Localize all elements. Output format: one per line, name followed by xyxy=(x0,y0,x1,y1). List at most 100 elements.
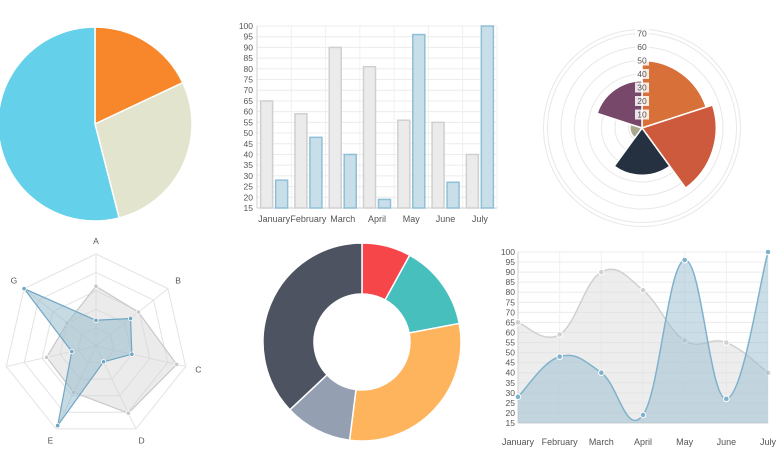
area-fill xyxy=(518,252,768,423)
r-tick-backdrop xyxy=(635,69,649,79)
bar xyxy=(377,198,392,209)
y-tick-label: 85 xyxy=(506,277,516,287)
bar xyxy=(412,33,426,209)
r-tick-backdrop xyxy=(635,96,649,106)
x-category-label: July xyxy=(760,437,777,447)
bar xyxy=(274,179,289,209)
r-tick-backdrop xyxy=(635,28,649,39)
radar-point xyxy=(55,422,61,429)
r-tick-label: 30 xyxy=(637,83,647,93)
pie-chart-panel xyxy=(0,20,200,230)
x-category-label: January xyxy=(258,214,291,224)
y-tick-label: 55 xyxy=(506,338,516,348)
area-point xyxy=(556,353,563,360)
r-tick-backdrop xyxy=(635,109,649,120)
r-tick: 50 xyxy=(635,55,649,66)
radar-point xyxy=(174,361,180,368)
y-tick-label: 85 xyxy=(244,53,254,63)
bar xyxy=(446,181,460,209)
pie-slice xyxy=(0,26,121,222)
radar-point xyxy=(93,317,99,323)
area-point xyxy=(723,339,730,346)
area-point xyxy=(556,331,563,338)
r-tick: 70 xyxy=(635,28,649,39)
y-tick-label: 75 xyxy=(506,297,516,307)
x-category-label: June xyxy=(717,437,737,447)
y-tick-label: 65 xyxy=(506,317,516,327)
radar-point xyxy=(125,410,131,416)
radar-axis-label: G xyxy=(11,276,18,286)
r-tick-backdrop xyxy=(635,55,649,66)
r-tick-label: 10 xyxy=(637,110,647,120)
y-tick-label: 60 xyxy=(244,107,254,117)
radar-axis-label: A xyxy=(93,238,99,246)
r-tick: 30 xyxy=(635,82,649,93)
y-tick-label: 95 xyxy=(244,32,254,42)
y-tick-label: 60 xyxy=(506,327,516,337)
radar-point xyxy=(129,351,135,357)
area-point xyxy=(514,319,522,326)
bar xyxy=(397,119,411,209)
r-tick-backdrop xyxy=(635,42,649,52)
y-tick-label: 40 xyxy=(506,368,516,378)
area-point xyxy=(514,393,522,401)
y-tick-label: 45 xyxy=(244,139,254,149)
radar-axis-label: D xyxy=(138,436,144,446)
bar-chart-panel: 15 20 25 30 35 40 45 50 55 60 65 70 75 80 85 90 95 100 Jan… xyxy=(225,15,505,230)
area-chart-panel: 15 20 25 30 35 40 45 50 55 60 65 70 75 80 85 90 95 100 Jan… xyxy=(490,240,780,455)
x-category-label: June xyxy=(436,214,456,224)
polar-area-chart: 10 20 30 40 50 60 70 xyxy=(543,28,741,227)
bar xyxy=(343,153,357,209)
r-tick: 10 xyxy=(635,109,649,120)
x-category-label: April xyxy=(368,214,386,224)
doughnut-segment xyxy=(348,322,462,442)
x-category-label: April xyxy=(634,437,652,447)
x-category-label: March xyxy=(589,437,614,447)
y-tick-label: 50 xyxy=(506,348,516,358)
pie-chart xyxy=(0,26,193,222)
radar-point xyxy=(44,354,50,360)
y-tick-label: 30 xyxy=(506,388,516,398)
x-category-label: February xyxy=(290,214,327,224)
y-tick-label: 65 xyxy=(244,96,254,106)
y-tick-label: 35 xyxy=(506,378,516,388)
polar-segment xyxy=(596,79,643,130)
bar xyxy=(465,153,480,209)
bar xyxy=(259,100,274,209)
y-tick-label: 70 xyxy=(506,307,516,317)
r-tick: 40 xyxy=(635,69,649,79)
doughnut-segment xyxy=(262,242,363,411)
r-tick: 60 xyxy=(635,42,649,52)
y-tick-label: 45 xyxy=(506,358,516,368)
y-tick-label: 80 xyxy=(244,64,254,74)
radar-axis-label: B xyxy=(175,276,181,286)
y-tick-label: 70 xyxy=(244,85,254,95)
x-category-label: May xyxy=(403,214,421,224)
y-tick-label: 90 xyxy=(244,42,254,52)
area-point xyxy=(639,286,647,294)
pie-slice xyxy=(94,81,193,219)
y-tick-label: 80 xyxy=(506,287,516,297)
pie-slice xyxy=(94,26,184,126)
y-tick-label: 95 xyxy=(506,257,516,267)
bar xyxy=(328,46,342,209)
r-tick: 20 xyxy=(635,96,649,106)
bar xyxy=(294,113,308,209)
x-category-label: July xyxy=(472,214,489,224)
r-tick-label: 60 xyxy=(637,42,647,52)
x-category-label: March xyxy=(330,214,355,224)
y-tick-label: 40 xyxy=(244,149,254,159)
r-tick-label: 20 xyxy=(637,96,647,106)
bar xyxy=(309,136,323,209)
r-tick-label: 40 xyxy=(637,69,647,79)
y-tick-label: 75 xyxy=(244,75,254,85)
radar-point xyxy=(21,286,27,292)
polar-segment xyxy=(640,104,717,190)
polar-segment xyxy=(613,126,671,176)
bar xyxy=(431,121,445,209)
radar-grid xyxy=(5,253,187,430)
y-tick-label: 100 xyxy=(501,247,515,257)
y-tick-label: 55 xyxy=(244,117,254,127)
